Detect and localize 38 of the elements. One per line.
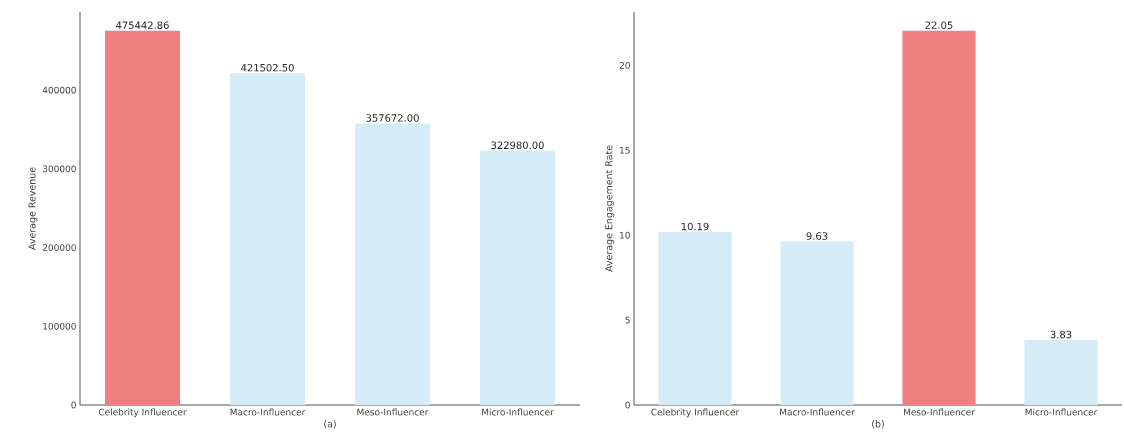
- y-tick-label: 300000: [42, 165, 76, 173]
- y-tick-label: 100000: [43, 322, 76, 330]
- data-label: 9.63: [806, 232, 828, 240]
- x-tick-label: Meso-Influencer: [903, 408, 975, 416]
- x-tick-label: Micro-Influencer: [1025, 408, 1098, 416]
- x-axis-title: (b): [872, 420, 884, 429]
- y-tick-label: 200000: [42, 244, 76, 251]
- x-tick-label: Macro-Influencer: [780, 408, 855, 416]
- data-label: 3.83: [1050, 330, 1072, 339]
- y-tick-label: 20: [619, 62, 630, 69]
- data-label: 322980.00: [491, 141, 544, 150]
- y-tick-label: 10: [620, 231, 630, 239]
- bar: [480, 150, 555, 405]
- y-axis-title: Average Revenue: [28, 167, 38, 250]
- data-label: 475442.86: [116, 21, 169, 30]
- y-tick-label: 0: [625, 401, 630, 409]
- bar: [902, 30, 976, 405]
- bar: [1024, 339, 1098, 405]
- bar: [230, 73, 305, 405]
- x-tick-label: Micro-Influencer: [482, 408, 554, 416]
- x-tick-label: Macro-Influencer: [230, 408, 306, 416]
- data-label: 22.05: [925, 21, 953, 29]
- data-label: 357672.00: [366, 114, 419, 122]
- data-label: 10.19: [681, 222, 709, 231]
- x-axis-title: (a): [324, 420, 336, 429]
- bar: [658, 232, 732, 405]
- bar: [105, 30, 180, 405]
- x-tick-label: Celebrity Influencer: [98, 408, 187, 418]
- data-label: 421502.50: [241, 63, 294, 72]
- y-tick-label: 0: [71, 401, 76, 409]
- y-tick-label: 15: [620, 147, 630, 154]
- x-tick-label: Celebrity Influencer: [651, 408, 740, 418]
- x-tick-label: Meso-Influencer: [357, 408, 429, 416]
- y-axis-title: Average Engagement Rate: [605, 145, 615, 272]
- bar: [780, 241, 854, 405]
- bar: [355, 123, 430, 405]
- y-tick-label: 5: [625, 316, 630, 324]
- y-tick-label: 400000: [42, 86, 76, 94]
